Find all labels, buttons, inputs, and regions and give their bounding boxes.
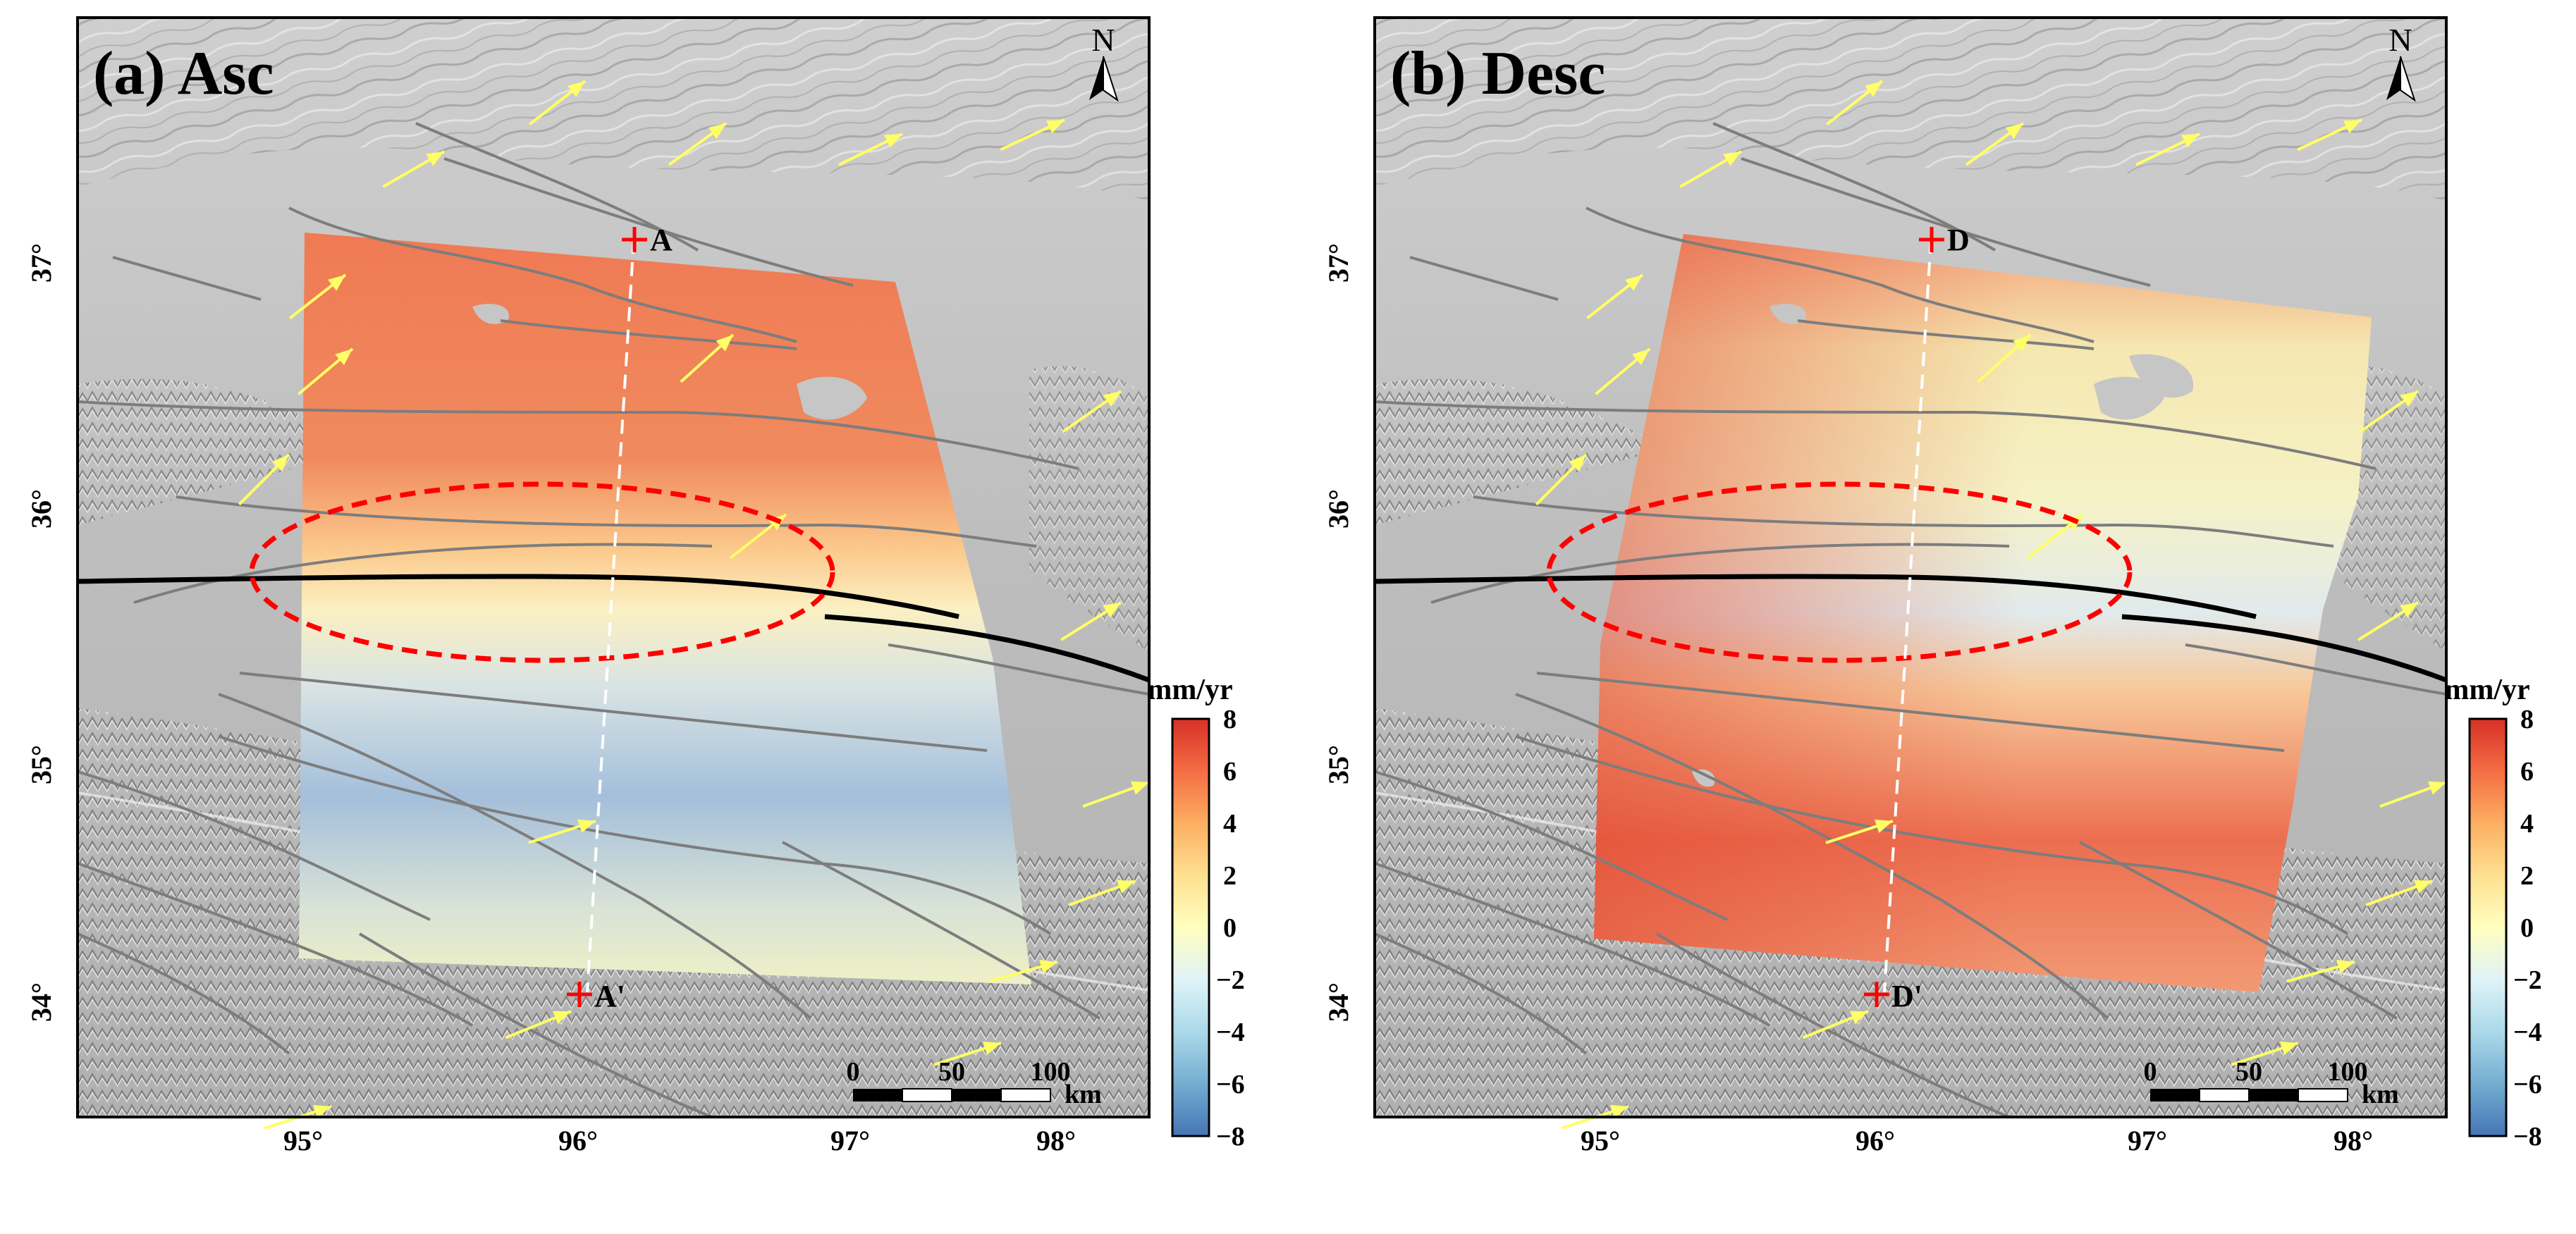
svg-text:98°: 98°: [2333, 1125, 2373, 1156]
lat-ticks-b: 37° 36° 35° 34°: [1323, 243, 1354, 1022]
colorbar-ticks: 8 6 4 2 0 −2 −4 −6 −8: [1216, 705, 1245, 1152]
svg-text:0: 0: [1223, 913, 1237, 943]
svg-text:95°: 95°: [283, 1125, 323, 1156]
north-arrow: N: [1088, 22, 1118, 101]
svg-text:4: 4: [2520, 809, 2534, 839]
profile-start-label: A: [650, 223, 673, 257]
profile-end-marker: [1864, 982, 1889, 1007]
svg-text:km: km: [1065, 1080, 1102, 1109]
svg-text:km: km: [2362, 1080, 2399, 1109]
svg-text:37°: 37°: [1323, 243, 1354, 283]
svg-text:0: 0: [2144, 1057, 2157, 1087]
svg-text:96°: 96°: [1856, 1125, 1895, 1156]
colorbar-unit: mm/yr: [2444, 674, 2529, 706]
svg-text:35°: 35°: [1323, 745, 1354, 784]
profile-end-label: A': [594, 979, 625, 1013]
svg-text:−2: −2: [2513, 965, 2542, 995]
svg-text:8: 8: [1223, 705, 1237, 734]
svg-text:−6: −6: [2513, 1070, 2542, 1099]
colorbar-unit: mm/yr: [1147, 674, 1232, 706]
svg-text:2: 2: [1223, 861, 1237, 891]
svg-text:6: 6: [1223, 757, 1237, 786]
svg-text:−8: −8: [2513, 1122, 2542, 1152]
svg-text:96°: 96°: [558, 1125, 598, 1156]
svg-text:100: 100: [2328, 1057, 2368, 1087]
svg-text:8: 8: [2520, 705, 2534, 734]
lat-ticks-a: 37° 36° 35° 34°: [25, 243, 57, 1022]
north-arrow: N: [2386, 22, 2415, 101]
focus-outline: [249, 481, 835, 663]
colorbar-b: mm/yr 8 6 4 2 0 −2 −4 −6 −8: [2444, 674, 2541, 1152]
svg-text:50: 50: [938, 1057, 965, 1087]
svg-text:100: 100: [1031, 1057, 1071, 1087]
insar-swath: [299, 233, 1031, 985]
profile-end-marker: [567, 982, 592, 1007]
profile-line: [1883, 239, 1932, 993]
profile-end-label: D': [1891, 979, 1922, 1013]
scale-bar: 0 50 100 km: [847, 1057, 1102, 1109]
svg-text:34°: 34°: [1323, 982, 1354, 1022]
focus-outline: [1546, 481, 2133, 663]
colorbar-ticks: 8 6 4 2 0 −2 −4 −6 −8: [2513, 705, 2542, 1152]
svg-text:50: 50: [2235, 1057, 2262, 1087]
svg-text:−4: −4: [1216, 1018, 1245, 1047]
svg-text:−6: −6: [1216, 1070, 1245, 1099]
profile-line: [586, 239, 635, 993]
svg-text:97°: 97°: [830, 1125, 870, 1156]
panel-descending: D D' N 0 50 100 km (b) Desc: [1375, 16, 2451, 1137]
svg-text:−4: −4: [2513, 1018, 2542, 1047]
lon-ticks-b: 95° 96° 97° 98°: [1581, 1125, 2373, 1156]
svg-text:36°: 36°: [25, 489, 57, 529]
scale-bar: 0 50 100 km: [2144, 1057, 2399, 1109]
profile-start-marker: [622, 227, 647, 252]
svg-text:6: 6: [2520, 757, 2534, 786]
svg-text:N: N: [2388, 22, 2412, 58]
colorbar-a: mm/yr 8 6 4 2 0 −2 −4 −6 −8: [1147, 674, 1244, 1152]
panel-title: (b) Desc: [1390, 39, 1605, 108]
svg-text:4: 4: [1223, 809, 1237, 839]
profile-start-marker: [1919, 227, 1944, 252]
svg-text:N: N: [1091, 22, 1115, 58]
svg-text:97°: 97°: [2128, 1125, 2167, 1156]
svg-text:35°: 35°: [25, 745, 57, 784]
svg-text:−8: −8: [1216, 1122, 1245, 1152]
svg-text:0: 0: [847, 1057, 860, 1087]
lon-ticks-a: 95° 96° 97° 98°: [283, 1125, 1076, 1156]
panel-title: (a) Asc: [93, 39, 274, 108]
svg-text:34°: 34°: [25, 982, 57, 1022]
svg-text:37°: 37°: [25, 243, 57, 283]
panel-ascending: A A' N 0 50 100 km (a) Asc: [78, 16, 1153, 1137]
svg-text:36°: 36°: [1323, 489, 1354, 529]
profile-start-label: D: [1947, 223, 1970, 257]
svg-text:98°: 98°: [1036, 1125, 1076, 1156]
svg-text:95°: 95°: [1581, 1125, 1620, 1156]
svg-text:0: 0: [2520, 913, 2534, 943]
svg-text:−2: −2: [1216, 965, 1245, 995]
svg-text:2: 2: [2520, 861, 2534, 891]
